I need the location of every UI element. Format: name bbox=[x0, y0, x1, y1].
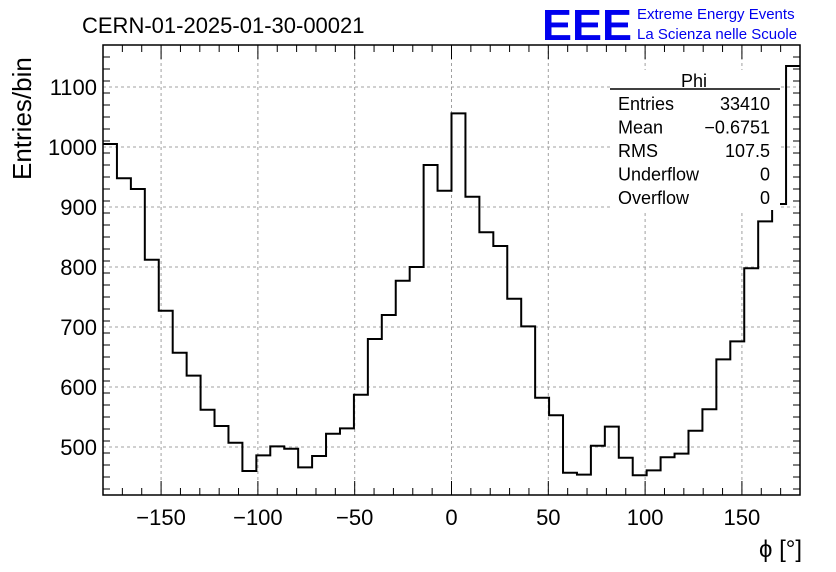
stats-label: RMS bbox=[618, 141, 658, 161]
stats-value: 0 bbox=[760, 188, 770, 208]
stats-title: Phi bbox=[681, 71, 707, 91]
eee-logo: EEE bbox=[542, 1, 632, 50]
y-tick-labels: 500 600 700 800 900 1000 1100 bbox=[48, 75, 97, 460]
stats-value: −0.6751 bbox=[704, 118, 770, 138]
y-tick-label: 700 bbox=[60, 315, 97, 340]
stats-box: Phi Entries 33410 Mean −0.6751 RMS 107.5 Under… bbox=[610, 70, 780, 210]
stats-rows: Entries 33410 Mean −0.6751 RMS 107.5 Underflow… bbox=[618, 94, 770, 208]
x-tick-label: −150 bbox=[136, 505, 186, 530]
eee-subtitle-line2: La Scienza nelle Scuole bbox=[637, 26, 797, 43]
eee-subtitle-line1: Extreme Energy Events bbox=[637, 6, 795, 23]
y-tick-label: 1100 bbox=[50, 75, 97, 100]
x-tick-label: −100 bbox=[233, 505, 283, 530]
y-tick-label: 1000 bbox=[48, 135, 97, 160]
x-tick-label: 100 bbox=[627, 505, 664, 530]
stats-value: 0 bbox=[760, 165, 770, 185]
x-tick-label: −50 bbox=[336, 505, 373, 530]
y-tick-label: 800 bbox=[60, 255, 97, 280]
x-tick-label: 0 bbox=[445, 505, 457, 530]
axis-ticks bbox=[102, 44, 801, 495]
y-tick-label: 500 bbox=[60, 435, 97, 460]
x-tick-label: 50 bbox=[536, 505, 560, 530]
stats-label: Underflow bbox=[618, 165, 700, 185]
stats-value: 33410 bbox=[720, 94, 770, 114]
histogram-line bbox=[103, 65, 800, 477]
x-tick-label: 150 bbox=[724, 505, 761, 530]
stats-label: Overflow bbox=[618, 188, 690, 208]
stats-label: Mean bbox=[618, 118, 663, 138]
y-tick-label: 600 bbox=[60, 375, 97, 400]
y-axis-label: Entries/bin bbox=[7, 57, 37, 180]
y-tick-label: 900 bbox=[60, 195, 97, 220]
stats-value: 107.5 bbox=[725, 141, 770, 161]
x-axis-label: ϕ [°] bbox=[759, 536, 802, 563]
x-tick-labels: −150 −100 −50 0 50 100 150 bbox=[136, 505, 760, 530]
stats-label: Entries bbox=[618, 94, 674, 114]
chart-title: CERN-01-2025-01-30-00021 bbox=[82, 13, 365, 38]
